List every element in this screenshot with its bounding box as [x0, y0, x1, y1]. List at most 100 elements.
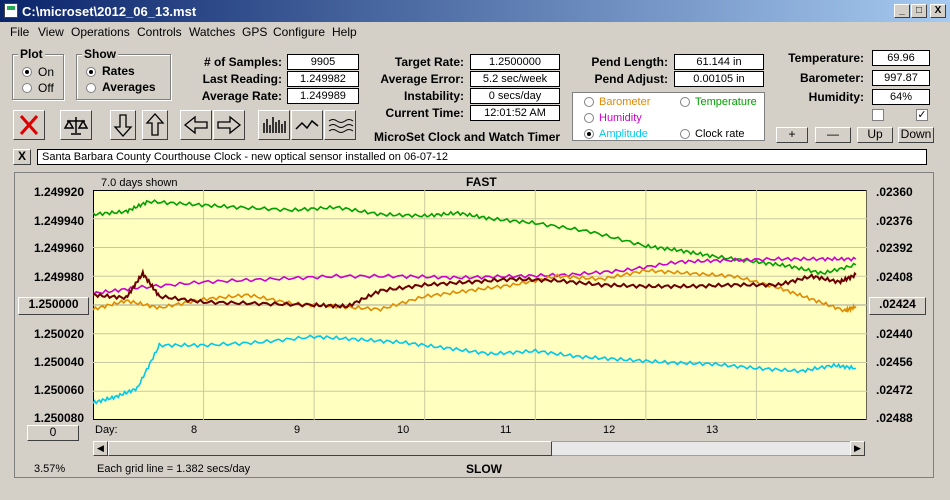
show-rates-label: Rates	[102, 64, 135, 78]
balance-button[interactable]	[60, 110, 92, 140]
show-averages-radio[interactable]	[86, 83, 96, 93]
series-line-amplitude	[93, 334, 857, 405]
plot-on-radio[interactable]	[22, 67, 32, 77]
barometer-radio[interactable]	[584, 97, 594, 107]
current-time-label: Current Time:	[385, 106, 464, 120]
humidity-radio[interactable]	[584, 113, 594, 123]
y-right-tick: .02360	[876, 185, 913, 199]
menu-view[interactable]: View	[38, 25, 64, 39]
rate-center-button[interactable]: 1.250000	[18, 297, 89, 315]
grid-note-label: Each grid line = 1.382 secs/day	[97, 463, 251, 475]
menu-gps[interactable]: GPS	[242, 25, 268, 39]
menu-file[interactable]: File	[10, 25, 30, 39]
menu-controls[interactable]: Controls	[137, 25, 182, 39]
y-right-tick: .02456	[876, 355, 913, 369]
y-left-tick: 1.249920	[33, 185, 84, 199]
checkbox-1[interactable]	[872, 109, 884, 121]
scale-minus-button[interactable]: —	[815, 127, 851, 143]
temperature-radio[interactable]	[680, 97, 690, 107]
amplitude-radio[interactable]	[584, 129, 594, 139]
x-tick-label: 12	[603, 424, 616, 436]
menu-configure[interactable]: Configure	[273, 25, 326, 39]
line-graph-button[interactable]	[291, 110, 323, 140]
temperature-field: 69.96	[872, 50, 930, 66]
y-right-tick: .02408	[876, 270, 913, 284]
bar-graph-button[interactable]	[258, 110, 290, 140]
target-rate-field: 1.2500000	[470, 54, 560, 70]
arrow-down-icon	[113, 114, 133, 137]
x-tick-label: 9	[294, 424, 301, 436]
menu-watches[interactable]: Watches	[189, 25, 236, 39]
close-button[interactable]: X	[930, 4, 946, 18]
chart-panel	[14, 172, 934, 478]
scroll-left-button[interactable]: ◀	[93, 441, 108, 456]
humidity-label: Humidity:	[808, 90, 864, 104]
barometer-label: Barometer:	[799, 71, 864, 85]
note-close-button[interactable]: X	[13, 149, 31, 165]
humidity-field: 64%	[872, 89, 930, 105]
scale-up-button[interactable]: Up	[857, 127, 893, 143]
app-icon	[4, 3, 18, 18]
instability-field: 0 secs/day	[470, 88, 560, 104]
last-reading-field: 1.249982	[287, 71, 359, 87]
amplitude-center-button[interactable]: .02424	[869, 297, 926, 315]
menu-help[interactable]: Help	[332, 25, 357, 39]
barometer-field: 997.87	[872, 70, 930, 86]
percent-label: 3.57%	[34, 463, 66, 475]
note-input[interactable]: Santa Barbara County Courthouse Clock - …	[37, 149, 927, 165]
plot-on-label: On	[38, 65, 55, 79]
zero-button[interactable]: 0	[27, 425, 79, 441]
clock-rate-option-label: Clock rate	[695, 128, 745, 140]
amplitude-option-label: Amplitude	[599, 128, 648, 140]
instability-label: Instability:	[403, 89, 464, 103]
checkbox-2[interactable]: ✓	[916, 109, 928, 121]
y-right-tick: .02392	[876, 241, 913, 255]
current-time-field: 12:01:52 AM	[470, 105, 560, 121]
show-group	[76, 54, 171, 100]
samples-field: 9905	[287, 54, 359, 70]
x-tick-label: 10	[397, 424, 410, 436]
plot-off-radio[interactable]	[22, 83, 32, 93]
x-tick-label: 11	[500, 424, 512, 436]
scroll-right-button[interactable]: ▶	[850, 441, 865, 456]
average-rate-label: Average Rate:	[201, 89, 282, 103]
title-bar: C:\microset\2012_06_13.mst _ □ X	[0, 0, 950, 22]
arrow-down-button[interactable]	[110, 110, 136, 140]
window-title: C:\microset\2012_06_13.mst	[22, 4, 197, 19]
temperature-label: Temperature:	[788, 51, 864, 65]
arrow-right-button[interactable]	[213, 110, 245, 140]
humidity-option-label: Humidity	[599, 112, 642, 124]
scroll-thumb[interactable]	[108, 441, 552, 456]
barometer-option-label: Barometer	[599, 96, 651, 108]
temperature-option-label: Temperature	[695, 96, 757, 108]
arrow-left-button[interactable]	[180, 110, 212, 140]
slow-label: SLOW	[466, 462, 502, 476]
minimize-button[interactable]: _	[894, 4, 910, 18]
y-left-tick: 1.250060	[33, 383, 84, 397]
show-rates-radio[interactable]	[86, 67, 96, 77]
arrow-up-button[interactable]	[142, 110, 168, 140]
maximize-button[interactable]: □	[911, 4, 927, 18]
days-shown-label: 7.0 days shown	[101, 177, 178, 189]
scale-plus-button[interactable]: +	[776, 127, 808, 143]
stop-button[interactable]	[13, 110, 45, 140]
pend-length-field: 61.144 in	[674, 54, 764, 70]
app-name: MicroSet Clock and Watch Timer	[374, 130, 561, 144]
last-reading-label: Last Reading:	[202, 72, 282, 86]
arrow-right-icon	[217, 115, 242, 135]
bar-graph-icon	[263, 117, 286, 133]
clock-rate-radio[interactable]	[680, 129, 690, 139]
wave-graph-button[interactable]	[324, 110, 356, 140]
menu-operations[interactable]: Operations	[71, 25, 130, 39]
average-rate-field: 1.249989	[287, 88, 359, 104]
pend-adjust-label: Pend Adjust:	[594, 72, 668, 86]
target-rate-label: Target Rate:	[394, 55, 464, 69]
pend-length-label: Pend Length:	[591, 55, 668, 69]
x-tick-label: 8	[191, 424, 198, 436]
menu-bar: File View Operations Controls Watches GP…	[0, 22, 950, 42]
y-right-tick: .02440	[876, 327, 913, 341]
show-group-label: Show	[82, 47, 118, 61]
x-axis-label: Day:	[95, 424, 118, 436]
series-line-clock-rate	[93, 268, 857, 310]
scale-down-button[interactable]: Down	[898, 127, 934, 143]
